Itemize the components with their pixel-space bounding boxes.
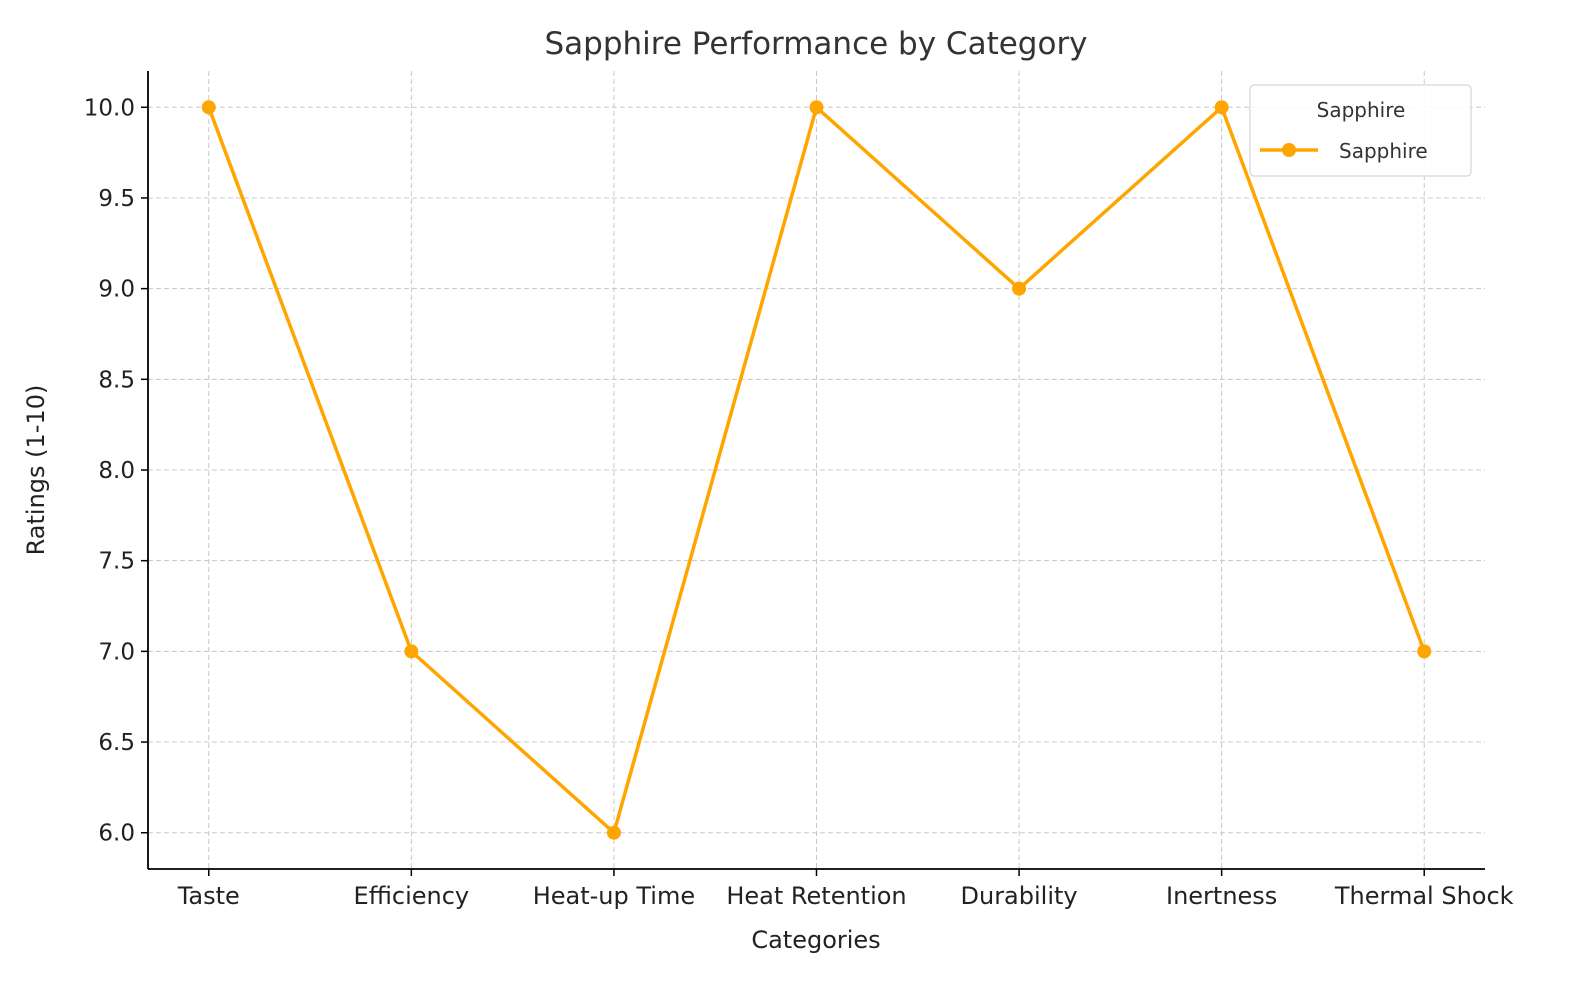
data-point xyxy=(404,644,419,659)
data-point xyxy=(809,100,824,115)
y-ticks: 6.0 6.5 7.0 7.5 8.0 8.5 9.0 9.5 10.0 xyxy=(84,95,148,847)
grid xyxy=(148,71,1485,869)
x-tick-label: Durability xyxy=(961,882,1078,910)
x-tick-label: Thermal Shock xyxy=(1334,882,1514,910)
data-point xyxy=(201,100,216,115)
series-sapphire xyxy=(201,100,1432,840)
y-tick-label: 8.0 xyxy=(98,458,135,484)
chart-title: Sapphire Performance by Category xyxy=(544,26,1087,62)
x-tick-label: Taste xyxy=(177,882,240,910)
y-tick-label: 7.0 xyxy=(98,639,135,665)
data-point xyxy=(1012,281,1027,296)
legend: Sapphire Sapphire xyxy=(1249,84,1472,177)
x-tick-label: Heat Retention xyxy=(726,882,906,910)
legend-entry-label: Sapphire xyxy=(1339,139,1428,163)
data-point xyxy=(1417,644,1432,659)
legend-box xyxy=(1249,84,1472,177)
x-tick-label: Efficiency xyxy=(354,882,470,910)
legend-title: Sapphire xyxy=(1317,98,1406,122)
data-point xyxy=(606,825,621,840)
y-axis-label: Ratings (1-10) xyxy=(22,385,50,556)
y-tick-label: 8.5 xyxy=(98,367,135,393)
y-tick-label: 9.0 xyxy=(98,277,135,303)
y-tick-label: 10.0 xyxy=(84,95,135,121)
x-tick-label: Inertness xyxy=(1166,882,1277,910)
x-tick-label: Heat-up Time xyxy=(533,882,695,910)
y-tick-label: 6.5 xyxy=(98,730,135,756)
data-point xyxy=(1214,100,1229,115)
y-tick-label: 7.5 xyxy=(98,549,135,575)
x-ticks: Taste Efficiency Heat-up Time Heat Retentio… xyxy=(177,869,1514,910)
legend-marker-sample xyxy=(1282,143,1296,157)
x-axis-label: Categories xyxy=(751,926,880,954)
y-tick-label: 6.0 xyxy=(98,821,135,847)
y-tick-label: 9.5 xyxy=(98,186,135,212)
